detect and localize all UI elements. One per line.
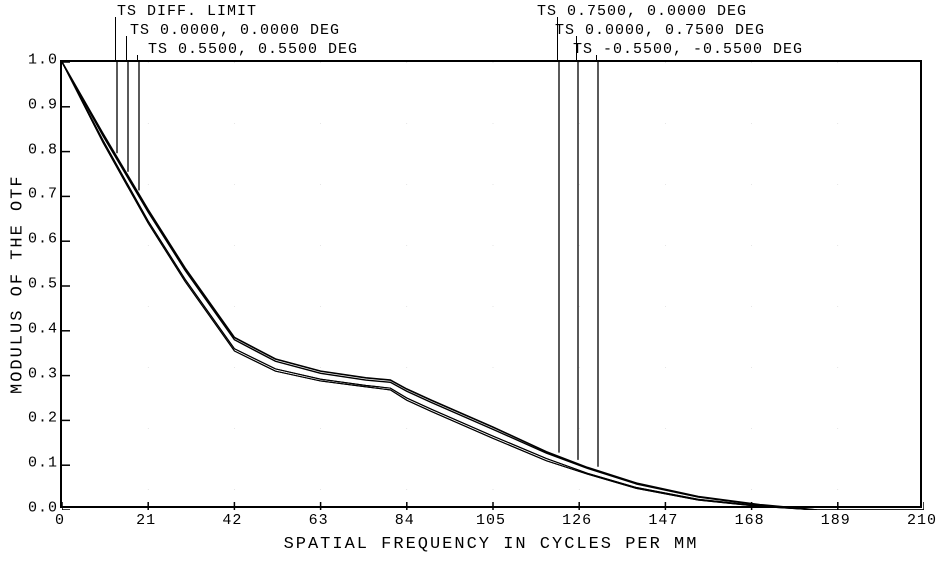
x-tick-label: 168 <box>735 512 765 529</box>
series-line <box>62 62 924 510</box>
y-tick-label: 0.1 <box>28 455 58 472</box>
y-tick-label: 0.7 <box>28 186 58 203</box>
legend-item-55-55: TS 0.5500, 0.5500 DEG <box>148 41 358 58</box>
x-tick-label: 210 <box>907 512 937 529</box>
series-line <box>62 62 924 510</box>
x-tick-label: 147 <box>648 512 678 529</box>
legend-item-0-0: TS 0.0000, 0.0000 DEG <box>130 22 340 39</box>
x-tick-label: 84 <box>395 512 415 529</box>
y-tick-label: 0.8 <box>28 141 58 158</box>
plot-frame <box>60 60 922 508</box>
series-line <box>62 62 924 510</box>
y-tick-label: 0.0 <box>28 500 58 517</box>
y-tick-label: 0.2 <box>28 410 58 427</box>
legend-item-75-0: TS 0.7500, 0.0000 DEG <box>537 3 747 20</box>
series-line <box>62 62 924 510</box>
legend-item-0-75: TS 0.0000, 0.7500 DEG <box>555 22 765 39</box>
y-tick-label: 0.9 <box>28 96 58 113</box>
legend-leader <box>126 36 127 60</box>
x-tick-label: 42 <box>222 512 242 529</box>
legend-item-diff-limit: TS DIFF. LIMIT <box>117 3 257 20</box>
series-line <box>62 62 924 510</box>
legend-leader <box>557 17 558 60</box>
x-tick-label: 189 <box>821 512 851 529</box>
legend-item-m55-m55: TS -0.5500, -0.5500 DEG <box>573 41 803 58</box>
y-tick-label: 0.4 <box>28 320 58 337</box>
x-axis-label: SPATIAL FREQUENCY IN CYCLES PER MM <box>60 535 922 554</box>
plot-svg <box>62 62 924 510</box>
legend-leader <box>576 36 577 60</box>
y-tick-label: 1.0 <box>28 52 58 69</box>
legend-leader <box>115 17 116 60</box>
x-tick-label: 105 <box>476 512 506 529</box>
x-tick-label: 63 <box>309 512 329 529</box>
x-tick-label: 0 <box>55 512 65 529</box>
y-tick-label: 0.6 <box>28 231 58 248</box>
series-line <box>62 62 924 510</box>
x-tick-label: 126 <box>562 512 592 529</box>
y-tick-label: 0.5 <box>28 276 58 293</box>
y-tick-label: 0.3 <box>28 365 58 382</box>
legend-leader <box>596 55 597 60</box>
legend-leader <box>137 55 138 60</box>
y-axis-label: MODULUS OF THE OTF <box>8 60 28 508</box>
x-tick-label: 21 <box>136 512 156 529</box>
legend: TS DIFF. LIMIT TS 0.0000, 0.0000 DEG TS … <box>0 0 942 60</box>
